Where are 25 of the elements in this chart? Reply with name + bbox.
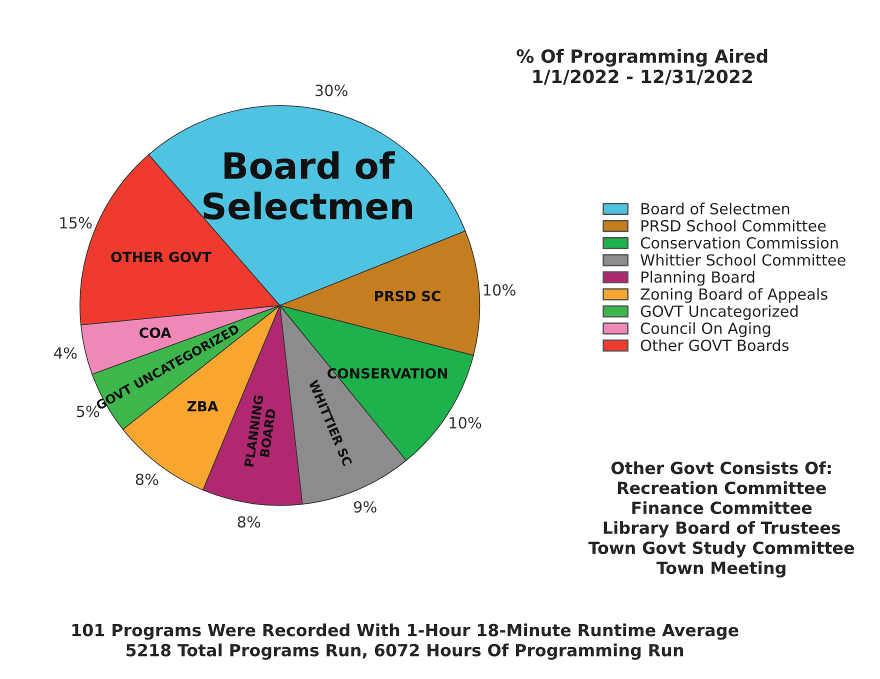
data-label: 9%: [354, 501, 376, 513]
legend-label: Other GOVT Boards: [640, 339, 789, 352]
data-label: 8%: [238, 516, 260, 528]
slice-label: Board of Selectmen: [204, 151, 412, 220]
data-label: 8%: [136, 474, 158, 486]
legend-label: Board of Selectmen: [642, 202, 790, 215]
legend-label: Whittier School Committee: [640, 254, 846, 266]
chart-title: % Of Programming Aired 1/1/2022 - 12/31/2022: [516, 48, 768, 85]
data-label: 30%: [316, 84, 348, 96]
legend-label: Zoning Board of Appeals: [640, 288, 828, 303]
legend-label: GOVT Uncategorized: [640, 305, 798, 320]
data-label: 10%: [450, 417, 482, 429]
text: Other Govt Consists Of: Recreation Committee Finance Committee Library Board of Trustees Town Govt Study Committee Town Meeting: [588, 461, 854, 578]
legend-label: PRSD School Committee: [642, 220, 826, 232]
legend-label: Council On Aging: [640, 322, 770, 338]
data-label: 15%: [60, 217, 92, 229]
text: OTHER GOVT: [111, 252, 212, 262]
data-label: 10%: [484, 284, 516, 296]
legend-label: Conservation Commission: [640, 236, 838, 249]
text: ZBA: [187, 401, 218, 412]
text: PRSD SC: [375, 290, 440, 302]
data-label: 4%: [54, 347, 77, 359]
text: PLANNING BOARD: [244, 395, 276, 467]
text: 101 Programs Were Recorded With 1-Hour 18-Minute Runtime Average 5218 Total Programs Run, 6072 Hours Of Programming Run: [72, 623, 738, 660]
legend-label: Planning Board: [642, 270, 754, 286]
